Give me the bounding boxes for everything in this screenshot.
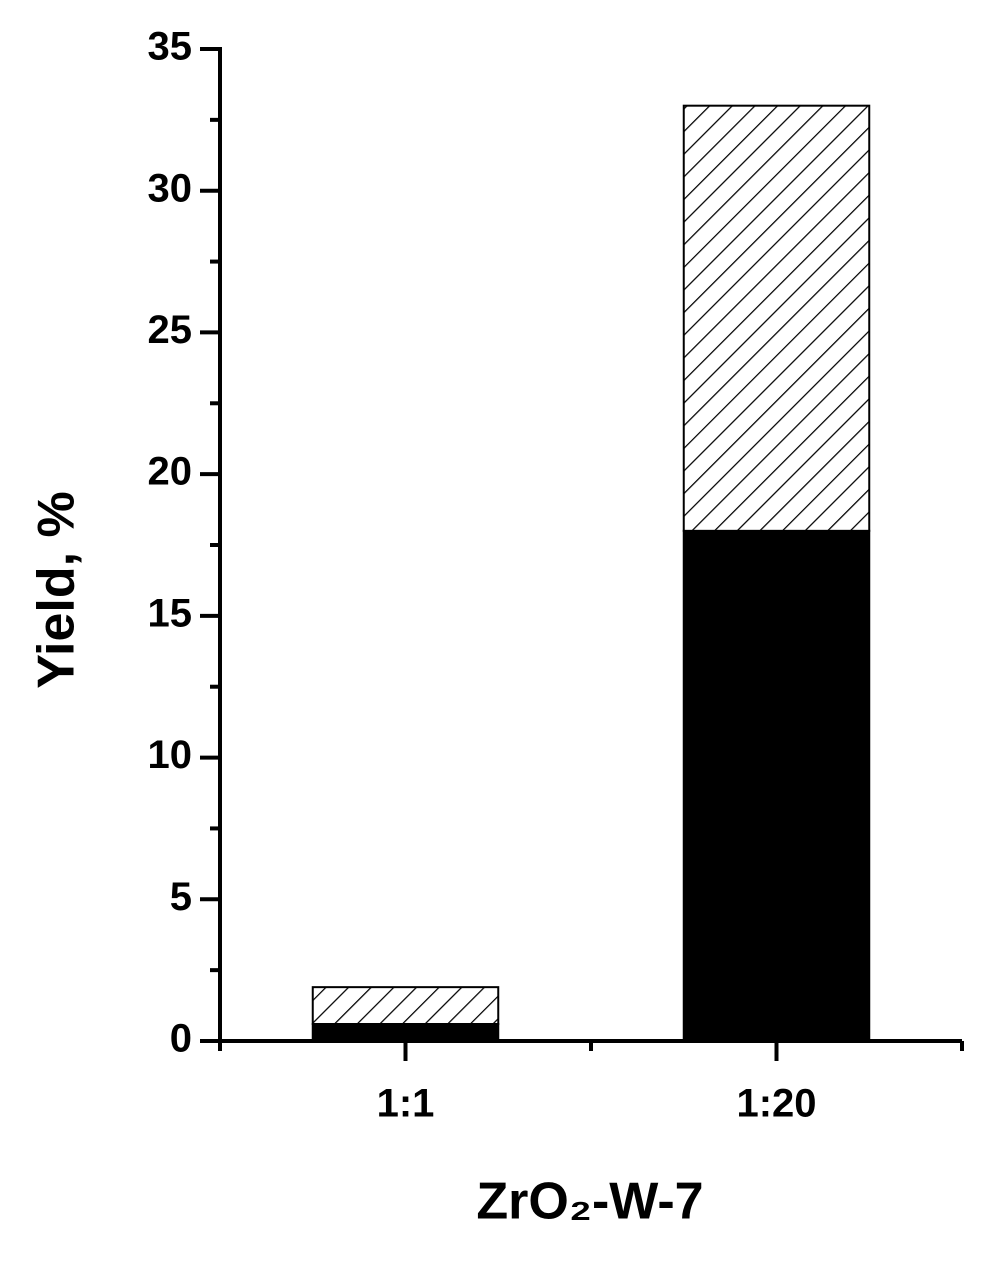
bar-segment xyxy=(682,104,871,532)
y-tick-label: 15 xyxy=(148,591,193,635)
y-tick-label: 0 xyxy=(170,1017,192,1061)
y-tick-label: 5 xyxy=(170,875,192,919)
y-tick-label: 20 xyxy=(148,450,193,494)
y-tick-label: 30 xyxy=(148,166,193,210)
bar-segment xyxy=(682,529,871,1042)
x-axis-label: ZrO₂-W-7 xyxy=(476,1173,703,1231)
y-tick-label: 10 xyxy=(148,733,193,777)
bar-segment xyxy=(311,986,500,1025)
y-tick-label: 25 xyxy=(148,308,193,352)
x-tick-label: 1:20 xyxy=(736,1082,816,1126)
bar-segment xyxy=(311,1022,500,1042)
y-axis-label: Yield, % xyxy=(28,491,86,688)
y-tick-label: 35 xyxy=(148,25,193,69)
x-tick-label: 1:1 xyxy=(377,1082,435,1126)
